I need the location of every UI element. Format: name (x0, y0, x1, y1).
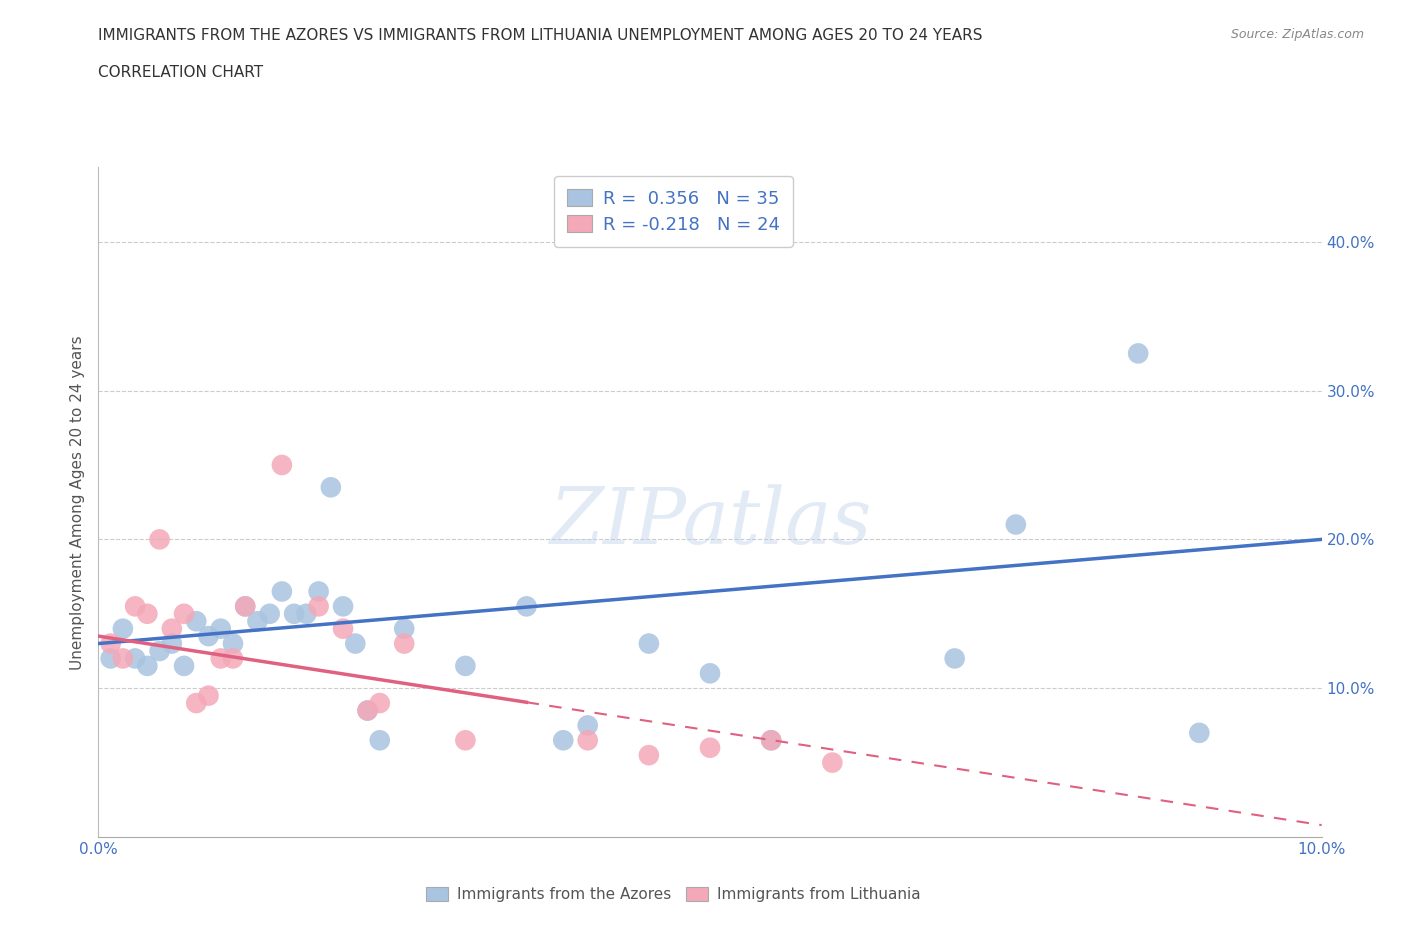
Point (209, 621, 232, 636)
Point (295, 606, 318, 621)
Point (308, 584, 330, 599)
Point (197, 688, 219, 703)
Point (222, 651, 245, 666)
Point (1128, 346, 1150, 361)
Point (160, 621, 183, 636)
Point (516, 599, 538, 614)
Point (160, 636, 183, 651)
Point (332, 621, 354, 636)
Text: CORRELATION CHART: CORRELATION CHART (98, 65, 263, 80)
Point (136, 606, 159, 621)
Point (124, 599, 146, 614)
Point (368, 696, 391, 711)
Point (454, 733, 477, 748)
Point (124, 651, 146, 666)
Text: ZIPatlas: ZIPatlas (548, 485, 872, 561)
Legend: Immigrants from the Azores, Immigrants from Lithuania: Immigrants from the Azores, Immigrants f… (419, 879, 928, 910)
Point (699, 666, 721, 681)
Point (100, 651, 122, 666)
Point (319, 480, 342, 495)
Point (209, 651, 232, 666)
Point (100, 636, 122, 651)
Point (356, 703, 378, 718)
Point (759, 733, 782, 748)
Point (368, 733, 391, 748)
Point (1004, 517, 1026, 532)
Point (233, 599, 256, 614)
Y-axis label: Unemployment Among Ages 20 to 24 years: Unemployment Among Ages 20 to 24 years (69, 335, 84, 670)
Text: Source: ZipAtlas.com: Source: ZipAtlas.com (1230, 28, 1364, 41)
Point (308, 599, 330, 614)
Point (637, 636, 661, 651)
Point (392, 621, 416, 636)
Point (576, 718, 599, 733)
Point (332, 599, 354, 614)
Point (344, 636, 367, 651)
Point (1188, 725, 1211, 740)
Point (173, 606, 195, 621)
Point (553, 733, 575, 748)
Point (186, 696, 208, 711)
Point (270, 458, 292, 472)
Text: IMMIGRANTS FROM THE AZORES VS IMMIGRANTS FROM LITHUANIA UNEMPLOYMENT AMONG AGES : IMMIGRANTS FROM THE AZORES VS IMMIGRANTS… (98, 28, 983, 43)
Point (283, 606, 305, 621)
Point (186, 614, 208, 629)
Point (821, 755, 844, 770)
Point (576, 733, 599, 748)
Point (233, 599, 256, 614)
Point (356, 703, 378, 718)
Point (759, 733, 782, 748)
Point (246, 614, 269, 629)
Point (699, 740, 721, 755)
Point (111, 651, 134, 666)
Point (173, 658, 195, 673)
Point (270, 584, 292, 599)
Point (136, 658, 159, 673)
Point (259, 606, 281, 621)
Point (454, 658, 477, 673)
Point (392, 636, 416, 651)
Point (222, 636, 245, 651)
Point (943, 651, 966, 666)
Point (111, 621, 134, 636)
Point (637, 748, 661, 763)
Point (149, 644, 172, 658)
Point (149, 532, 172, 547)
Point (197, 629, 219, 644)
